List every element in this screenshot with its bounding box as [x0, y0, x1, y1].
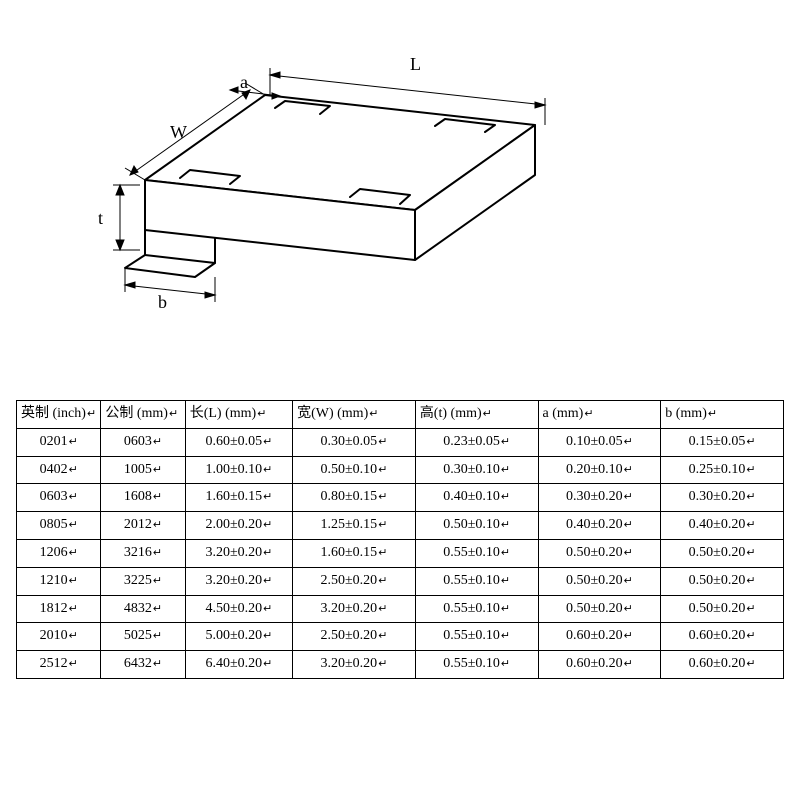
table-cell: 0.20±0.10↵ [538, 456, 661, 484]
table-cell: 0.55±0.10↵ [415, 567, 538, 595]
table-cell: 2.50±0.20↵ [293, 567, 416, 595]
table-cell: 2.50±0.20↵ [293, 623, 416, 651]
table-cell: 0.30±0.05↵ [293, 428, 416, 456]
table-row: 0603↵1608↵1.60±0.15↵0.80±0.15↵0.40±0.10↵… [17, 484, 784, 512]
dim-label-b: b [158, 292, 167, 313]
table-header-cell: 公制 (mm)↵ [101, 401, 185, 429]
table-cell: 6432↵ [101, 651, 185, 679]
table-cell: 0603↵ [17, 484, 101, 512]
table-header-cell: 长(L) (mm)↵ [185, 401, 292, 429]
table-cell: 1206↵ [17, 539, 101, 567]
table-cell: 0805↵ [17, 512, 101, 540]
table-cell: 1.60±0.15↵ [293, 539, 416, 567]
table-cell: 1.00±0.10↵ [185, 456, 292, 484]
table-cell: 4832↵ [101, 595, 185, 623]
table-header-cell: b (mm)↵ [661, 401, 784, 429]
table-cell: 4.50±0.20↵ [185, 595, 292, 623]
table-cell: 0.80±0.15↵ [293, 484, 416, 512]
table-row: 1210↵3225↵3.20±0.20↵2.50±0.20↵0.55±0.10↵… [17, 567, 784, 595]
table-cell: 0.30±0.10↵ [415, 456, 538, 484]
table-cell: 0.50±0.20↵ [661, 539, 784, 567]
table-cell: 1.60±0.15↵ [185, 484, 292, 512]
table-cell: 0201↵ [17, 428, 101, 456]
table-cell: 0603↵ [101, 428, 185, 456]
table-cell: 1210↵ [17, 567, 101, 595]
table-cell: 0.50±0.20↵ [661, 567, 784, 595]
table-cell: 5.00±0.20↵ [185, 623, 292, 651]
table-cell: 0.25±0.10↵ [661, 456, 784, 484]
table-cell: 0.55±0.10↵ [415, 539, 538, 567]
table-row: 1206↵3216↵3.20±0.20↵1.60±0.15↵0.55±0.10↵… [17, 539, 784, 567]
table-row: 2010↵5025↵5.00±0.20↵2.50±0.20↵0.55±0.10↵… [17, 623, 784, 651]
dim-label-L: L [410, 54, 421, 75]
table-cell: 2512↵ [17, 651, 101, 679]
table-cell: 0.60±0.20↵ [661, 651, 784, 679]
table-cell: 0.50±0.10↵ [293, 456, 416, 484]
table-cell: 0.40±0.20↵ [661, 512, 784, 540]
table-header-cell: 高(t) (mm)↵ [415, 401, 538, 429]
spec-table: 英制 (inch)↵公制 (mm)↵长(L) (mm)↵宽(W) (mm)↵高(… [16, 400, 784, 679]
table-cell: 0.15±0.05↵ [661, 428, 784, 456]
table-header-cell: a (mm)↵ [538, 401, 661, 429]
spec-table-body: 0201↵0603↵0.60±0.05↵0.30±0.05↵0.23±0.05↵… [17, 428, 784, 678]
table-cell: 0.50±0.20↵ [538, 567, 661, 595]
spec-table-container: 英制 (inch)↵公制 (mm)↵长(L) (mm)↵宽(W) (mm)↵高(… [16, 400, 784, 679]
table-cell: 1.25±0.15↵ [293, 512, 416, 540]
table-cell: 0.23±0.05↵ [415, 428, 538, 456]
table-cell: 2012↵ [101, 512, 185, 540]
table-cell: 0.50±0.20↵ [661, 595, 784, 623]
table-cell: 2010↵ [17, 623, 101, 651]
table-header-cell: 宽(W) (mm)↵ [293, 401, 416, 429]
table-row: 0402↵1005↵1.00±0.10↵0.50±0.10↵0.30±0.10↵… [17, 456, 784, 484]
table-cell: 0.50±0.20↵ [538, 595, 661, 623]
table-cell: 0.10±0.05↵ [538, 428, 661, 456]
table-cell: 0.60±0.05↵ [185, 428, 292, 456]
table-cell: 0.30±0.20↵ [538, 484, 661, 512]
dim-label-a: a [240, 72, 248, 93]
table-cell: 1812↵ [17, 595, 101, 623]
table-cell: 1608↵ [101, 484, 185, 512]
table-cell: 5025↵ [101, 623, 185, 651]
page: L a W t b 英制 (inch)↵公制 (mm)↵长(L) (mm)↵宽(… [0, 0, 800, 800]
table-header-row: 英制 (inch)↵公制 (mm)↵长(L) (mm)↵宽(W) (mm)↵高(… [17, 401, 784, 429]
table-header-cell: 英制 (inch)↵ [17, 401, 101, 429]
table-cell: 3.20±0.20↵ [293, 651, 416, 679]
table-cell: 0.55±0.10↵ [415, 623, 538, 651]
table-cell: 0.30±0.20↵ [661, 484, 784, 512]
table-row: 0201↵0603↵0.60±0.05↵0.30±0.05↵0.23±0.05↵… [17, 428, 784, 456]
table-cell: 0.55±0.10↵ [415, 651, 538, 679]
table-cell: 2.00±0.20↵ [185, 512, 292, 540]
table-cell: 0.60±0.20↵ [538, 651, 661, 679]
table-row: 2512↵6432↵6.40±0.20↵3.20±0.20↵0.55±0.10↵… [17, 651, 784, 679]
table-cell: 3.20±0.20↵ [185, 567, 292, 595]
table-cell: 0.40±0.20↵ [538, 512, 661, 540]
table-cell: 0.60±0.20↵ [538, 623, 661, 651]
table-cell: 0.40±0.10↵ [415, 484, 538, 512]
table-cell: 0402↵ [17, 456, 101, 484]
table-cell: 3.20±0.20↵ [293, 595, 416, 623]
spec-table-head: 英制 (inch)↵公制 (mm)↵长(L) (mm)↵宽(W) (mm)↵高(… [17, 401, 784, 429]
table-cell: 3.20±0.20↵ [185, 539, 292, 567]
component-diagram: L a W t b [80, 50, 600, 350]
table-cell: 0.60±0.20↵ [661, 623, 784, 651]
table-row: 1812↵4832↵4.50±0.20↵3.20±0.20↵0.55±0.10↵… [17, 595, 784, 623]
table-cell: 0.50±0.10↵ [415, 512, 538, 540]
table-cell: 0.50±0.20↵ [538, 539, 661, 567]
table-cell: 3225↵ [101, 567, 185, 595]
table-cell: 0.55±0.10↵ [415, 595, 538, 623]
dim-label-W: W [170, 122, 187, 143]
table-cell: 6.40±0.20↵ [185, 651, 292, 679]
table-cell: 3216↵ [101, 539, 185, 567]
dim-label-t: t [98, 208, 103, 229]
table-cell: 1005↵ [101, 456, 185, 484]
table-row: 0805↵2012↵2.00±0.20↵1.25±0.15↵0.50±0.10↵… [17, 512, 784, 540]
